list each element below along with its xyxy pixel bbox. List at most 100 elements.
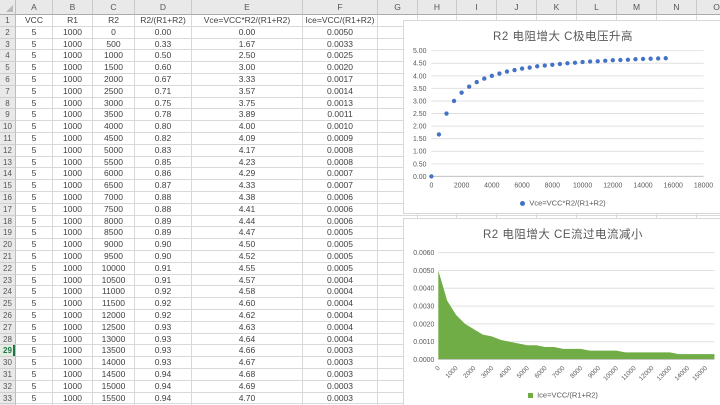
cell[interactable]: 1000 xyxy=(53,27,93,39)
cell[interactable]: 0.0008 xyxy=(303,157,378,169)
cell[interactable]: 0.71 xyxy=(135,86,192,98)
row-header-25[interactable]: 25 xyxy=(0,298,16,310)
cell[interactable]: 4.44 xyxy=(192,216,303,228)
cell[interactable]: 0.0004 xyxy=(303,298,378,310)
chart-vce-panel[interactable]: 0.000.501.001.502.002.503.003.504.004.50… xyxy=(403,20,720,214)
cell[interactable]: 0.0007 xyxy=(303,180,378,192)
cell[interactable]: 8500 xyxy=(93,227,135,239)
cell[interactable]: 0.0005 xyxy=(303,239,378,251)
cell[interactable]: 1000 xyxy=(53,39,93,51)
cell[interactable]: 4.70 xyxy=(192,393,303,405)
cell[interactable]: 4.47 xyxy=(192,227,303,239)
cell[interactable]: 0.86 xyxy=(135,168,192,180)
cell[interactable]: 1000 xyxy=(53,369,93,381)
row-header-11[interactable]: 11 xyxy=(0,133,16,145)
cell[interactable]: 0.0011 xyxy=(303,109,378,121)
cell[interactable]: 7500 xyxy=(93,204,135,216)
cell[interactable]: 1000 xyxy=(53,251,93,263)
row-header-29[interactable]: 29 xyxy=(0,345,16,357)
cell[interactable]: 4.41 xyxy=(192,204,303,216)
cell[interactable]: 4.29 xyxy=(192,168,303,180)
cell[interactable]: 5 xyxy=(16,50,53,62)
cell[interactable]: VCC xyxy=(16,15,53,27)
column-header-O[interactable]: O xyxy=(697,0,720,15)
cell[interactable]: 0.78 xyxy=(135,109,192,121)
chart-ice-panel[interactable]: 0.00000.00100.00200.00300.00400.00500.00… xyxy=(403,218,720,405)
cell[interactable]: 5 xyxy=(16,180,53,192)
cell[interactable]: 1000 xyxy=(53,263,93,275)
cell[interactable]: 0.0005 xyxy=(303,251,378,263)
cell[interactable]: 1000 xyxy=(53,192,93,204)
cell[interactable]: 0.82 xyxy=(135,133,192,145)
cell[interactable]: 5 xyxy=(16,357,53,369)
row-header-27[interactable]: 27 xyxy=(0,322,16,334)
cell[interactable]: 0.0003 xyxy=(303,369,378,381)
column-header-D[interactable]: D xyxy=(135,0,192,15)
cell[interactable]: R2/(R1+R2) xyxy=(135,15,192,27)
cell[interactable]: 4.66 xyxy=(192,345,303,357)
cell[interactable]: 0.88 xyxy=(135,192,192,204)
cell[interactable]: 9000 xyxy=(93,239,135,251)
cell[interactable]: 1000 xyxy=(53,275,93,287)
cell[interactable]: 4.00 xyxy=(192,121,303,133)
row-header-2[interactable]: 2 xyxy=(0,27,16,39)
cell[interactable]: 4.62 xyxy=(192,310,303,322)
cell[interactable]: 0.60 xyxy=(135,62,192,74)
row-header-5[interactable]: 5 xyxy=(0,62,16,74)
cell[interactable]: 3.57 xyxy=(192,86,303,98)
cell[interactable]: 1000 xyxy=(53,334,93,346)
cell[interactable]: 2000 xyxy=(93,74,135,86)
row-header-3[interactable]: 3 xyxy=(0,39,16,51)
cell[interactable]: 1000 xyxy=(53,381,93,393)
column-header-F[interactable]: F xyxy=(303,0,378,15)
cell[interactable]: 4.50 xyxy=(192,239,303,251)
row-header-9[interactable]: 9 xyxy=(0,109,16,121)
cell[interactable]: 11500 xyxy=(93,298,135,310)
row-header-12[interactable]: 12 xyxy=(0,145,16,157)
cell[interactable]: 4.60 xyxy=(192,298,303,310)
column-header-A[interactable]: A xyxy=(16,0,53,15)
row-header-6[interactable]: 6 xyxy=(0,74,16,86)
cell[interactable]: 0.0006 xyxy=(303,204,378,216)
cell[interactable]: 0.0004 xyxy=(303,286,378,298)
cell[interactable]: 5 xyxy=(16,275,53,287)
cell[interactable]: 5 xyxy=(16,133,53,145)
cell[interactable]: R2 xyxy=(93,15,135,27)
cell[interactable]: 0.0003 xyxy=(303,381,378,393)
column-header-C[interactable]: C xyxy=(93,0,135,15)
cell[interactable]: 5 xyxy=(16,298,53,310)
cell[interactable]: 1000 xyxy=(53,227,93,239)
cell[interactable]: 4.63 xyxy=(192,322,303,334)
cell[interactable]: 1500 xyxy=(93,62,135,74)
cell[interactable]: 5500 xyxy=(93,157,135,169)
row-header-15[interactable]: 15 xyxy=(0,180,16,192)
cell[interactable]: 0.92 xyxy=(135,286,192,298)
cell[interactable]: 1000 xyxy=(53,50,93,62)
cell[interactable]: 0.0005 xyxy=(303,227,378,239)
row-header-28[interactable]: 28 xyxy=(0,334,16,346)
cell[interactable]: 4.38 xyxy=(192,192,303,204)
cell[interactable]: 5 xyxy=(16,239,53,251)
cell[interactable]: 3.00 xyxy=(192,62,303,74)
cell[interactable]: 2.50 xyxy=(192,50,303,62)
cell[interactable]: 0.0008 xyxy=(303,145,378,157)
cell[interactable]: 1000 xyxy=(53,109,93,121)
cell[interactable]: 5 xyxy=(16,121,53,133)
cell[interactable]: 0.0033 xyxy=(303,39,378,51)
row-header-13[interactable]: 13 xyxy=(0,157,16,169)
row-header-21[interactable]: 21 xyxy=(0,251,16,263)
row-header-8[interactable]: 8 xyxy=(0,98,16,110)
cell[interactable]: 5 xyxy=(16,98,53,110)
cell[interactable]: 0.0020 xyxy=(303,62,378,74)
cell[interactable]: 0.94 xyxy=(135,393,192,405)
cell[interactable]: 0.85 xyxy=(135,157,192,169)
cell[interactable]: 0.00 xyxy=(192,27,303,39)
cell[interactable]: 0.0017 xyxy=(303,74,378,86)
cell[interactable]: 1000 xyxy=(53,168,93,180)
cell[interactable]: 5 xyxy=(16,345,53,357)
cell[interactable]: 7000 xyxy=(93,192,135,204)
cell[interactable]: 1000 xyxy=(53,310,93,322)
cell[interactable]: 10500 xyxy=(93,275,135,287)
cell[interactable]: 0.0003 xyxy=(303,357,378,369)
column-header-N[interactable]: N xyxy=(657,0,697,15)
